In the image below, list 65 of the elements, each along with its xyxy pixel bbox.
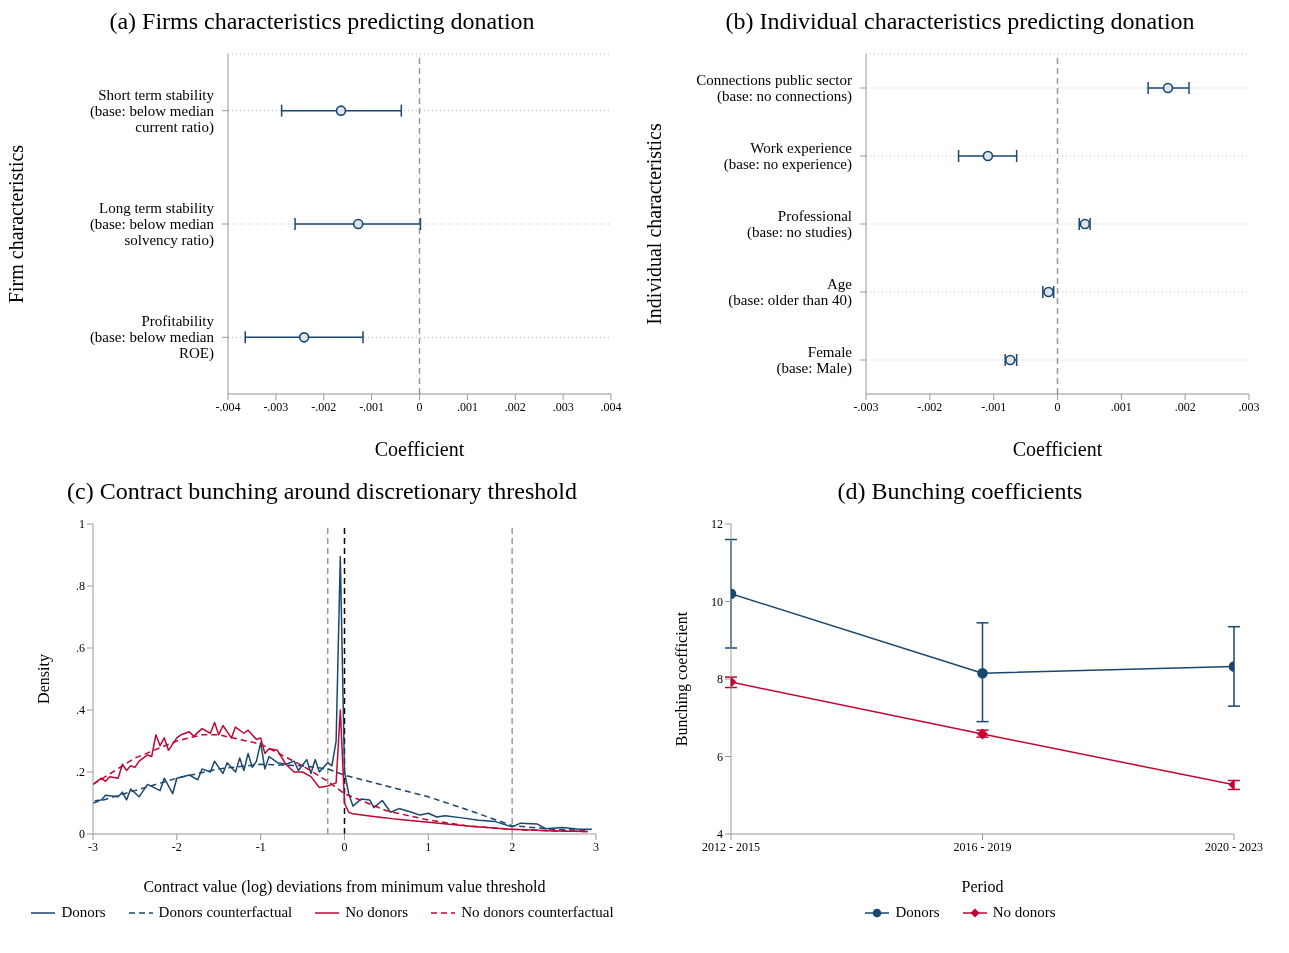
legend-label: No donors xyxy=(992,904,1056,921)
chart-title: (c) Contract bunching around discretionary threshold xyxy=(66,478,578,506)
y-tick-label: Work experience (base: no experience) xyxy=(723,140,853,173)
y-tick-label: 8 xyxy=(717,672,723,687)
y-tick-label: Short term stability (base: below median current ratio) xyxy=(89,86,215,136)
y-axis-title: Firm characteristics xyxy=(5,144,28,304)
y-tick-label: .8 xyxy=(76,579,85,594)
y-tick-label: Female (base: Male) xyxy=(776,344,853,377)
legend-label: No donors xyxy=(345,904,409,921)
legend-label: Donors xyxy=(61,904,106,921)
y-tick-label: 10 xyxy=(711,594,723,609)
x-tick-label: -3 xyxy=(88,839,98,854)
x-tick-label: .001 xyxy=(456,399,478,414)
x-axis-title: Contract value (log) deviations from minimum value threshold xyxy=(143,878,546,896)
legend-label: Donors counterfactual xyxy=(158,904,293,921)
x-tick-label: -.004 xyxy=(215,399,241,414)
y-tick-label: .6 xyxy=(76,641,85,656)
chart-title: (a) Firms characteristics predicting donation xyxy=(108,8,536,36)
legend-label: Donors xyxy=(895,904,940,921)
x-tick-label: 2012 - 2015 xyxy=(702,839,760,854)
y-tick-label: 6 xyxy=(717,749,723,764)
x-tick-label: -1 xyxy=(255,839,266,854)
x-tick-label: 2 xyxy=(509,839,516,854)
x-tick-label: .003 xyxy=(552,399,574,414)
x-tick-label: -.001 xyxy=(359,399,385,414)
x-tick-label: -.002 xyxy=(917,399,943,414)
y-tick-label: 4 xyxy=(717,827,723,842)
y-tick-label: 1 xyxy=(79,517,85,532)
x-tick-label: 0 xyxy=(416,399,423,414)
x-tick-label: 2020 - 2023 xyxy=(1205,839,1263,854)
x-axis-title: Coefficient xyxy=(374,438,465,460)
y-tick-label: .4 xyxy=(76,703,85,718)
x-tick-label: .002 xyxy=(1174,399,1196,414)
x-tick-label: -.003 xyxy=(853,399,879,414)
y-tick-label: .2 xyxy=(76,765,85,780)
x-tick-label: 3 xyxy=(593,839,599,854)
point xyxy=(1162,82,1174,94)
x-tick-label: .002 xyxy=(504,399,526,414)
x-tick-label: .004 xyxy=(600,399,622,414)
x-tick-label: 1 xyxy=(425,839,432,854)
chart-title: (b) Individual characteristics predicting donation xyxy=(724,8,1196,36)
chart-title: (d) Bunching coefficients xyxy=(836,478,1084,506)
x-tick-label: -.003 xyxy=(263,399,289,414)
y-tick-label: Connections public sector (base: no connections) xyxy=(696,72,852,105)
x-tick-label: 0 xyxy=(341,839,348,854)
x-tick-label: -.002 xyxy=(311,399,337,414)
y-tick-label: 12 xyxy=(711,517,723,532)
x-axis-title: Period xyxy=(961,878,1004,895)
y-tick-label: Long term stability (base: below median solvency ratio) xyxy=(89,200,215,249)
x-tick-label: 0 xyxy=(1054,399,1061,414)
y-tick-label: Profitability (base: below median ROE) xyxy=(89,313,215,363)
x-tick-label: 2016 - 2019 xyxy=(953,839,1012,854)
x-tick-label: .001 xyxy=(1110,399,1132,414)
y-axis-title: Density xyxy=(34,654,53,704)
x-axis-title: Coefficient xyxy=(1012,438,1103,460)
y-tick-label: Professional (base: no studies) xyxy=(747,208,852,241)
x-tick-label: .003 xyxy=(1238,399,1260,414)
legend-label: No donors counterfactual xyxy=(461,904,614,921)
y-axis-title: Individual characteristics xyxy=(643,123,666,325)
point xyxy=(982,150,994,162)
y-tick-label: Age (base: older than 40) xyxy=(728,276,853,309)
y-axis-title: Bunching coefficient xyxy=(672,611,691,747)
x-tick-label: -2 xyxy=(171,839,182,854)
y-tick-label: 0 xyxy=(79,827,85,842)
x-tick-label: -.001 xyxy=(981,399,1007,414)
